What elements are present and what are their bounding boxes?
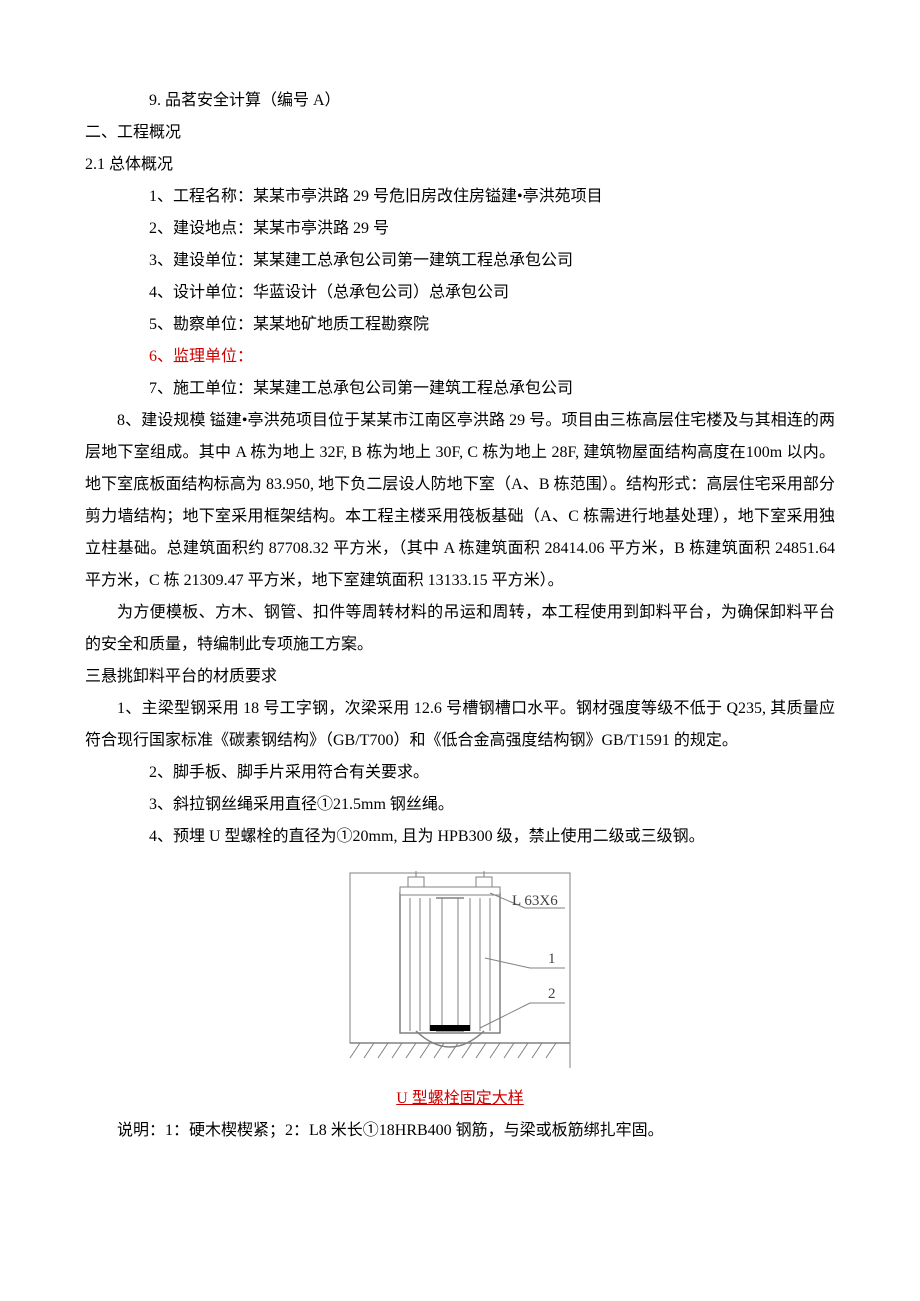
item-9: 9. 品茗安全计算（编号 A）	[85, 85, 835, 117]
item-4: 4、设计单位：华蓝设计（总承包公司）总承包公司	[85, 277, 835, 309]
item-6: 6、监理单位：	[85, 341, 835, 373]
item-7: 7、施工单位：某某建工总承包公司第一建筑工程总承包公司	[85, 373, 835, 405]
req-1: 1、主梁型钢采用 18 号工字钢，次梁采用 12.6 号槽钢槽口水平。钢材强度等…	[85, 693, 835, 757]
req-3: 3、斜拉钢丝绳采用直径①21.5mm 钢丝绳。	[85, 789, 835, 821]
svg-text:2: 2	[548, 986, 556, 1002]
svg-text:1: 1	[548, 951, 556, 967]
item-2: 2、建设地点：某某市亭洪路 29 号	[85, 213, 835, 245]
figure-caption: U 型螺栓固定大样	[396, 1083, 524, 1115]
u-bolt-diagram-svg: L 63X6 1 2	[330, 863, 590, 1083]
heading-2: 二、工程概况	[85, 117, 835, 149]
heading-2-1: 2.1 总体概况	[85, 149, 835, 181]
paragraph-purpose: 为方便模板、方木、钢管、扣件等周转材料的吊运和周转，本工程使用到卸料平台，为确保…	[85, 597, 835, 661]
figure-note: 说明：1：硬木楔楔紧；2：L8 米长①18HRB400 钢筋，与梁或板筋绑扎牢固…	[85, 1115, 835, 1147]
svg-text:L 63X6: L 63X6	[512, 893, 558, 909]
heading-3: 三悬挑卸料平台的材质要求	[85, 661, 835, 693]
req-4: 4、预埋 U 型螺栓的直径为①20mm, 且为 HPB300 级，禁止使用二级或…	[85, 821, 835, 853]
item-5: 5、勘察单位：某某地矿地质工程勘察院	[85, 309, 835, 341]
req-2: 2、脚手板、脚手片采用符合有关要求。	[85, 757, 835, 789]
item-8-paragraph: 8、建设规模 镒建•亭洪苑项目位于某某市江南区亭洪路 29 号。项目由三栋高层住…	[85, 405, 835, 597]
figure-u-bolt: L 63X6 1 2 U 型螺栓固定大样	[85, 863, 835, 1115]
item-3: 3、建设单位：某某建工总承包公司第一建筑工程总承包公司	[85, 245, 835, 277]
item-1: 1、工程名称：某某市亭洪路 29 号危旧房改住房镒建•亭洪苑项目	[85, 181, 835, 213]
